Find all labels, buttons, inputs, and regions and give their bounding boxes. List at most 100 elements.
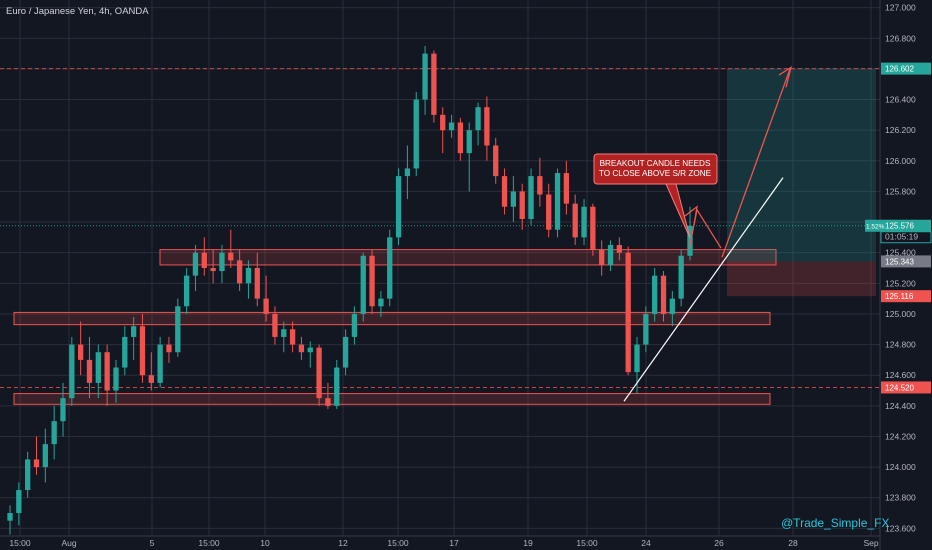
price-tick-label: 126.800 bbox=[885, 33, 916, 43]
grid bbox=[0, 0, 880, 536]
countdown-box bbox=[880, 231, 932, 244]
candle-body bbox=[183, 275, 190, 307]
price-tick-label: 124.400 bbox=[885, 401, 916, 411]
candle-body bbox=[687, 225, 693, 256]
candle-body bbox=[413, 99, 419, 169]
candle-body bbox=[78, 344, 84, 360]
price-tick-label: 125.200 bbox=[885, 278, 916, 288]
callout-text-line: TO CLOSE ABOVE S/R ZONE bbox=[599, 169, 712, 178]
candle-body bbox=[139, 326, 146, 376]
candle-body bbox=[113, 367, 119, 391]
candle-body bbox=[166, 344, 172, 353]
price-tick-label: 123.600 bbox=[885, 523, 916, 533]
candle-body bbox=[484, 107, 490, 146]
candle-body bbox=[16, 490, 22, 514]
candle-body bbox=[42, 444, 48, 468]
lower-sr-zone bbox=[13, 393, 771, 405]
price-tick-label: 124.600 bbox=[885, 370, 916, 380]
countdown-label: 01:05:19 bbox=[885, 232, 918, 242]
candle-body bbox=[33, 459, 40, 468]
breakout-path-arrow bbox=[688, 208, 722, 250]
price-tick-label: 126.000 bbox=[885, 156, 916, 166]
time-tick-label: 28 bbox=[788, 538, 798, 548]
callout-text-line: BREAKOUT CANDLE NEEDS bbox=[600, 159, 711, 168]
candle-body bbox=[431, 53, 437, 115]
watermark: @Trade_Simple_FX bbox=[781, 516, 889, 530]
candle-body bbox=[175, 306, 181, 353]
candle-body bbox=[678, 255, 684, 299]
candle-body bbox=[201, 252, 207, 268]
price-tick-label: 127.000 bbox=[885, 3, 916, 13]
candle-body bbox=[590, 206, 596, 250]
candle-body bbox=[281, 329, 287, 337]
candle-body bbox=[210, 268, 216, 272]
candle-body bbox=[7, 513, 13, 521]
time-tick-label: 24 bbox=[641, 538, 651, 548]
price-tag-box bbox=[881, 219, 931, 232]
sr-zones bbox=[13, 249, 777, 405]
candle-body bbox=[581, 206, 587, 238]
time-tick-label: 12 bbox=[338, 538, 348, 548]
candle-body bbox=[351, 313, 358, 337]
candle-body bbox=[599, 249, 605, 265]
time-tick-label: 5 bbox=[150, 538, 155, 548]
price-tag-label: 125.116 bbox=[885, 292, 914, 301]
candle-body bbox=[475, 107, 481, 131]
candle-body bbox=[501, 176, 508, 207]
candle-body bbox=[60, 398, 66, 422]
price-tick-label: 125.000 bbox=[885, 309, 916, 319]
time-tick-label: 17 bbox=[449, 538, 459, 548]
percent-badge-label: 1.52% bbox=[866, 224, 885, 231]
candle-body bbox=[219, 252, 225, 272]
price-tick-label: 124.800 bbox=[885, 340, 916, 350]
candle-body bbox=[360, 255, 366, 314]
candle-body bbox=[440, 114, 446, 131]
candle-body bbox=[307, 347, 313, 353]
time-tick-label: Aug bbox=[61, 538, 76, 548]
percent-badge bbox=[865, 219, 881, 232]
candle-body bbox=[546, 194, 552, 230]
price-tag-box bbox=[881, 381, 931, 394]
price-tag-label: 125.576 bbox=[885, 222, 914, 231]
time-tick-label: 15:00 bbox=[9, 538, 31, 548]
profit-zone bbox=[727, 68, 876, 262]
time-tick-label: 15:00 bbox=[387, 538, 409, 548]
candle-body bbox=[263, 298, 269, 314]
candle-body bbox=[245, 268, 252, 284]
chart-title: Euro / Japanese Yen, 4h, OANDA bbox=[6, 6, 149, 17]
candle-body bbox=[643, 313, 649, 345]
candle-body bbox=[669, 298, 675, 314]
callout-box bbox=[593, 153, 718, 185]
price-tag-box bbox=[881, 290, 931, 303]
price-tick-label: 123.800 bbox=[885, 493, 916, 503]
candle-body bbox=[69, 344, 75, 399]
middle-sr-zone bbox=[13, 311, 771, 326]
price-tag-box bbox=[881, 255, 931, 268]
price-tick-label: 125.400 bbox=[885, 248, 916, 258]
candle-body bbox=[448, 122, 455, 131]
loss-zone bbox=[727, 261, 876, 297]
candle-body bbox=[298, 344, 305, 353]
candle-body bbox=[342, 336, 349, 368]
time-tick-label: 15:00 bbox=[198, 538, 220, 548]
time-axis[interactable]: 15:00 Aug 5 15:00 10 12 15:00 17 19 15:00 24 26 28 Se… bbox=[9, 538, 878, 548]
time-tick-label: 26 bbox=[714, 538, 724, 548]
candle-body bbox=[316, 347, 322, 399]
candle-body bbox=[130, 326, 137, 337]
candle-body bbox=[493, 145, 499, 177]
candle-body bbox=[528, 176, 534, 219]
candle-body bbox=[457, 122, 464, 154]
candle-body bbox=[519, 191, 525, 219]
candle-body bbox=[466, 130, 472, 154]
candles bbox=[7, 45, 693, 535]
price-tick-label: 126.400 bbox=[885, 95, 916, 105]
long-position-tool[interactable] bbox=[727, 68, 876, 297]
candle-body bbox=[254, 268, 260, 299]
candle-body bbox=[334, 367, 340, 406]
price-tick-label: 124.000 bbox=[885, 462, 916, 472]
candle-body bbox=[25, 459, 31, 491]
